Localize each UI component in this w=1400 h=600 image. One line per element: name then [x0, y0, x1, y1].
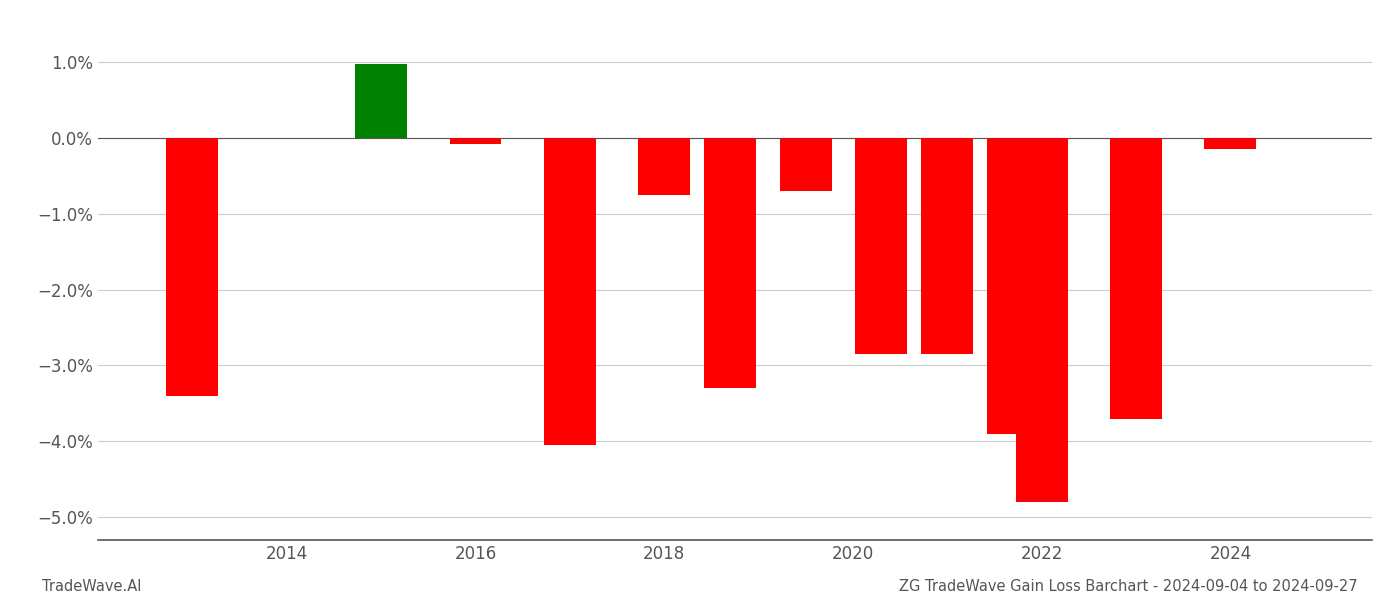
Text: TradeWave.AI: TradeWave.AI: [42, 579, 141, 594]
Bar: [167, 138, 218, 396]
Bar: [987, 138, 1039, 434]
Bar: [449, 138, 501, 144]
Bar: [855, 138, 907, 354]
Bar: [780, 138, 832, 191]
Text: ZG TradeWave Gain Loss Barchart - 2024-09-04 to 2024-09-27: ZG TradeWave Gain Loss Barchart - 2024-0…: [899, 579, 1358, 594]
Bar: [638, 138, 690, 195]
Bar: [356, 64, 407, 138]
Bar: [1110, 138, 1162, 419]
Bar: [1016, 138, 1068, 502]
Bar: [921, 138, 973, 354]
Bar: [1204, 138, 1256, 149]
Bar: [704, 138, 756, 388]
Bar: [543, 138, 596, 445]
